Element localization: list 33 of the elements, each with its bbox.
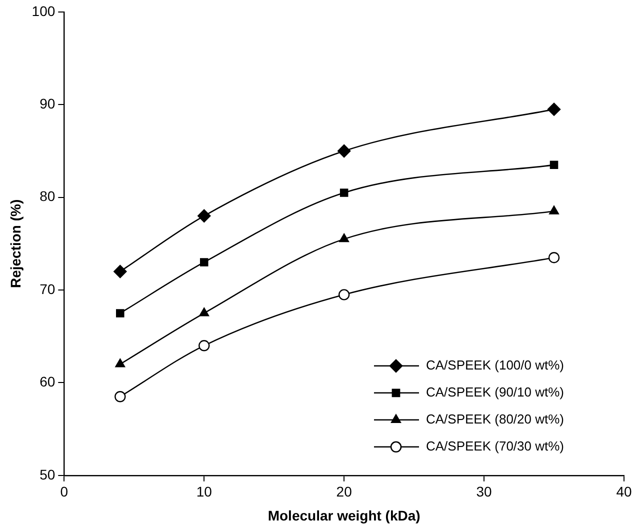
- point: [337, 144, 351, 158]
- point: [198, 340, 210, 352]
- y-tick-label: 60: [40, 374, 56, 390]
- point: [200, 258, 208, 266]
- point: [114, 391, 126, 402]
- x-tick-label: 20: [336, 484, 352, 500]
- x-axis-title: Molecular weight (kDa): [268, 507, 420, 524]
- point: [198, 209, 211, 222]
- y-tick-label: 50: [40, 466, 56, 482]
- x-tick-label: 30: [476, 484, 492, 500]
- y-tick-label: 100: [32, 2, 56, 19]
- point: [338, 289, 350, 300]
- point: [548, 252, 560, 264]
- point: [340, 188, 348, 197]
- point: [547, 102, 561, 116]
- point: [114, 264, 127, 278]
- legend-label: CA/SPEEK (80/20 wt%): [426, 411, 564, 426]
- legend-label: CA/SPEEK (100/0 wt%): [426, 357, 564, 372]
- x-tick-label: 0: [60, 484, 68, 500]
- point: [550, 160, 558, 170]
- x-tick-label: 40: [616, 484, 632, 500]
- y-tick-label: 70: [40, 280, 56, 297]
- point: [339, 233, 350, 242]
- legend-label: CA/SPEEK (90/10 wt%): [426, 384, 564, 400]
- x-tick-label: 10: [196, 484, 212, 500]
- y-tick-label: 80: [40, 188, 56, 204]
- point: [549, 206, 559, 214]
- y-tick-label: 90: [40, 96, 56, 112]
- point: [116, 309, 124, 318]
- legend-label: CA/SPEEK (70/30 wt%): [426, 438, 564, 454]
- y-axis-title: Rejection (%): [7, 199, 24, 288]
- point: [115, 358, 126, 368]
- point: [199, 308, 210, 316]
